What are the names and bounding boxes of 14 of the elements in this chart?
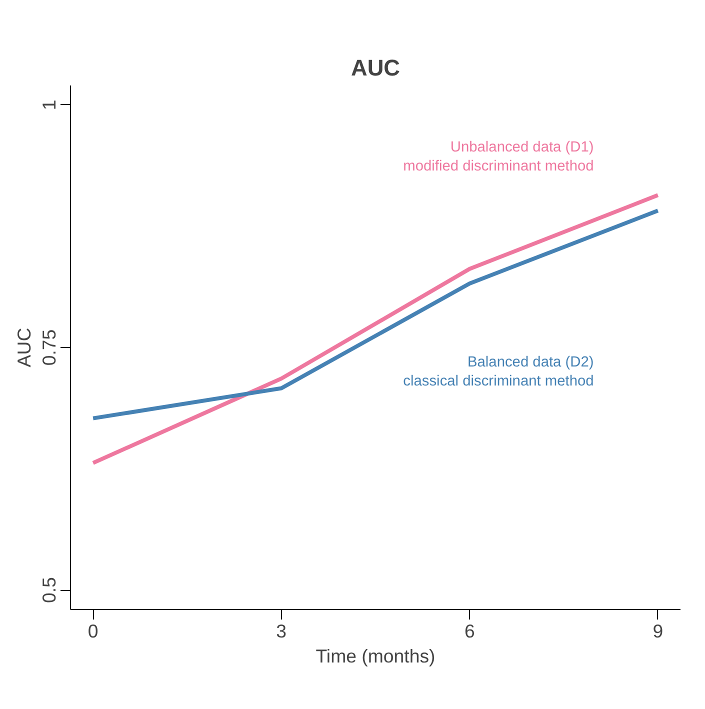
line-series (91, 208, 660, 420)
line-series (91, 193, 660, 465)
x-axis-title: Time (months) (316, 646, 436, 666)
x-tick-label: 3 (276, 620, 287, 642)
x-tick-label: 6 (464, 620, 475, 642)
y-tick-label: 1 (38, 100, 60, 110)
chart-title: AUC (350, 54, 400, 80)
text: Unbalanced data (D1) modified discriminant method (403, 139, 594, 175)
y-tick-label: 0.75 (38, 329, 60, 366)
y-tick-label: 0.5 (38, 577, 60, 604)
text: Balanced data (D2) classical discriminant method (403, 354, 594, 390)
x-tick-label: 0 (88, 620, 98, 642)
x-tick-label: 9 (652, 620, 664, 642)
y-axis-title: AUC (14, 328, 34, 368)
